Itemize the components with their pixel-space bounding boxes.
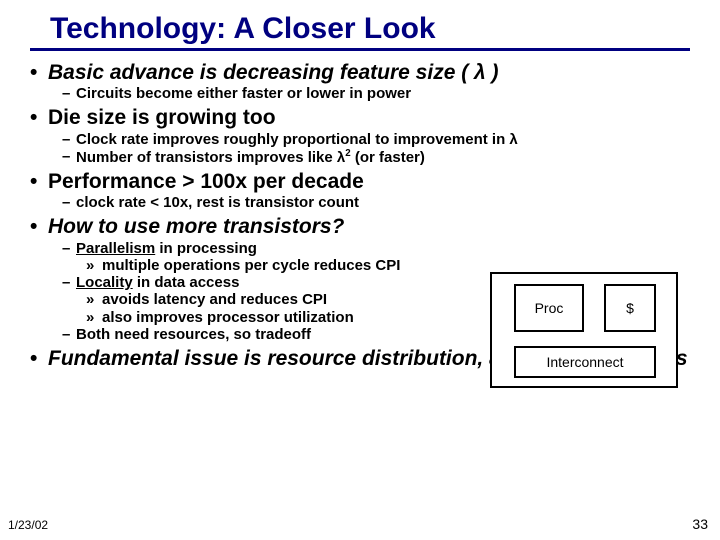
- bullet-2-1: – Clock rate improves roughly proportion…: [62, 131, 690, 148]
- bullet-2: • Die size is growing too: [30, 106, 690, 130]
- bullet-3: • Performance > 100x per decade: [30, 170, 690, 194]
- bullet-4-3-text: Both need resources, so tradeoff: [76, 326, 311, 343]
- raquo-icon: »: [86, 309, 102, 326]
- bullet-3-1: – clock rate < 10x, rest is transistor c…: [62, 194, 690, 211]
- bullet-4-2-1: » avoids latency and reduces CPI: [86, 291, 468, 308]
- bullet-2-2-text: Number of transistors improves like λ2 (…: [76, 148, 425, 166]
- bullet-dot-icon: •: [30, 215, 48, 239]
- bullet-4-2-2: » also improves processor utilization: [86, 309, 468, 326]
- dash-icon: –: [62, 85, 76, 102]
- bullet-2-2: – Number of transistors improves like λ2…: [62, 148, 690, 166]
- bullet-4-1-1-text: multiple operations per cycle reduces CP…: [102, 257, 400, 274]
- bullet-4-2-2-text: also improves processor utilization: [102, 309, 354, 326]
- bullet-dot-icon: •: [30, 61, 48, 85]
- dash-icon: –: [62, 148, 76, 166]
- dash-icon: –: [62, 131, 76, 148]
- bullet-2-text: Die size is growing too: [48, 106, 276, 130]
- bullet-4-2-1-text: avoids latency and reduces CPI: [102, 291, 327, 308]
- slide-title: Technology: A Closer Look: [30, 12, 690, 48]
- bullet-dot-icon: •: [30, 347, 48, 371]
- dash-icon: –: [62, 240, 76, 257]
- bullet-4-3: – Both need resources, so tradeoff: [62, 326, 468, 343]
- bullet-4: • How to use more transistors?: [30, 215, 690, 239]
- raquo-icon: »: [86, 291, 102, 308]
- bullet-3-1-text: clock rate < 10x, rest is transistor cou…: [76, 194, 359, 211]
- dash-icon: –: [62, 274, 76, 291]
- bullet-1-1: – Circuits become either faster or lower…: [62, 85, 690, 102]
- bullet-dot-icon: •: [30, 106, 48, 130]
- title-underline: [30, 48, 690, 51]
- bullet-1-text: Basic advance is decreasing feature size…: [48, 61, 499, 85]
- bullet-1-1-text: Circuits become either faster or lower i…: [76, 85, 411, 102]
- bullet-4-2: – Locality in data access: [62, 274, 468, 291]
- dash-icon: –: [62, 194, 76, 211]
- architecture-diagram: Proc $ Interconnect: [490, 272, 678, 388]
- cache-box: $: [604, 284, 656, 332]
- footer-page-number: 33: [692, 516, 708, 532]
- proc-box: Proc: [514, 284, 584, 332]
- bullet-4-1-1: » multiple operations per cycle reduces …: [86, 257, 468, 274]
- raquo-icon: »: [86, 257, 102, 274]
- dash-icon: –: [62, 326, 76, 343]
- bullet-4-2-text: Locality in data access: [76, 274, 239, 291]
- bullet-4-1: – Parallelism in processing: [62, 240, 468, 257]
- bullet-dot-icon: •: [30, 170, 48, 194]
- footer-date: 1/23/02: [8, 518, 48, 532]
- bullet-2-1-text: Clock rate improves roughly proportional…: [76, 131, 518, 148]
- bullet-3-text: Performance > 100x per decade: [48, 170, 364, 194]
- bullet-4-text: How to use more transistors?: [48, 215, 344, 239]
- bullet-1: • Basic advance is decreasing feature si…: [30, 61, 690, 85]
- bullet-4-1-text: Parallelism in processing: [76, 240, 257, 257]
- interconnect-box: Interconnect: [514, 346, 656, 378]
